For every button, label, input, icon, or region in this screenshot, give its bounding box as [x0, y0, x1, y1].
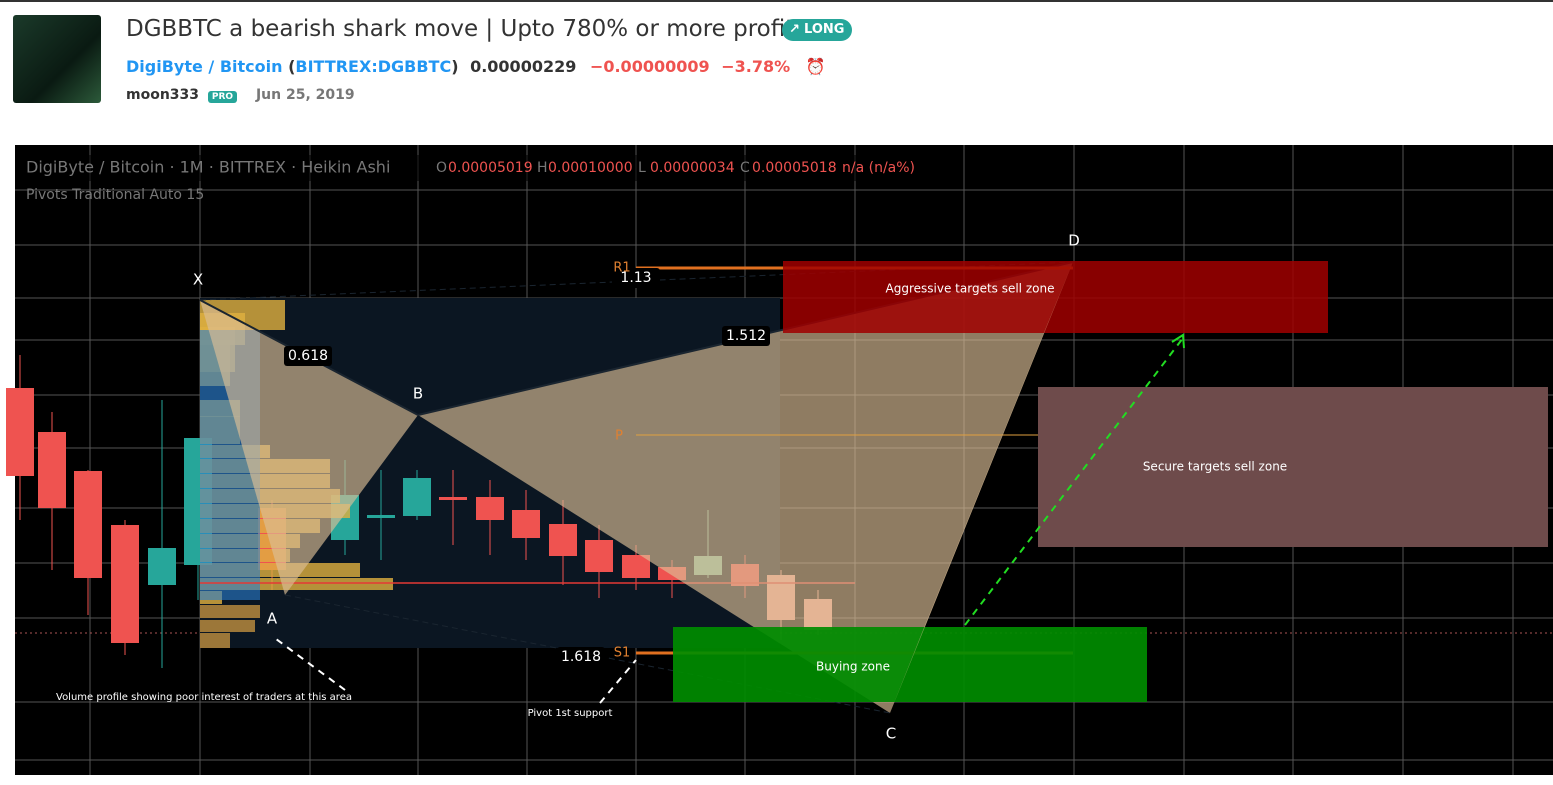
date: Jun 25, 2019 — [255, 87, 355, 103]
ratio-label: 0.618 — [288, 348, 328, 364]
price: 0.00000229 — [470, 57, 577, 76]
candle-body — [74, 471, 102, 578]
xd-line — [199, 261, 1074, 301]
zone-label: Aggressive targets sell zone — [886, 282, 1055, 296]
candle-body — [6, 388, 34, 476]
volume-bar — [200, 605, 260, 618]
ratio-box — [722, 326, 770, 346]
buying-zone — [673, 627, 1147, 702]
candle-body — [148, 548, 176, 585]
arrow-head — [1171, 333, 1185, 349]
ratio-label: 1.618 — [561, 649, 601, 665]
legend-value: 0.00005018 — [752, 160, 837, 176]
candle-body — [439, 497, 467, 500]
legend-key: C — [740, 160, 750, 176]
volume-bar — [200, 620, 255, 632]
candle-body — [111, 525, 139, 643]
secure-zone — [1038, 387, 1548, 547]
pivot-label: S1 — [614, 646, 631, 661]
ratio-label: 1.512 — [726, 328, 766, 344]
xab-triangle — [200, 300, 418, 595]
candle-body — [512, 510, 540, 538]
pattern-point: D — [1068, 232, 1080, 250]
indicator-label: Pivots Traditional Auto 15 — [26, 187, 204, 203]
pattern-point: X — [193, 271, 203, 289]
bcd-triangle — [418, 262, 1073, 713]
annotation: Volume profile showing poor interest of … — [56, 692, 352, 703]
ratio-box — [612, 268, 660, 288]
zone-label: Secure targets sell zone — [1143, 460, 1287, 474]
annotation: Pivot 1st support — [528, 708, 613, 719]
author-row: moon333 PRO Jun 25, 2019 — [126, 87, 355, 103]
legend-series: DigiByte / Bitcoin · 1M · BITTREX · Heik… — [26, 158, 390, 177]
legend-key: L — [638, 160, 646, 176]
candle-body — [476, 497, 504, 520]
aggressive-zone — [783, 261, 1328, 333]
pivot-label: P — [615, 429, 623, 444]
bcd-overlay — [890, 262, 1073, 713]
zone-label: Buying zone — [816, 660, 890, 674]
target-arrow — [964, 337, 1184, 626]
annotation-arrow — [271, 635, 346, 691]
ratio-label: 1.13 — [620, 270, 651, 286]
legend-value: 0.00010000 — [548, 160, 633, 176]
volume-bar — [200, 633, 230, 648]
legend-value: 0.00000034 — [650, 160, 735, 176]
paren: ) — [451, 57, 459, 76]
ratio-box — [284, 346, 332, 366]
idea-title: DGBBTC a bearish shark move | Upto 780% … — [126, 16, 795, 42]
pattern-point: B — [413, 385, 423, 403]
candle-body — [403, 478, 431, 516]
pattern-point: A — [267, 610, 278, 628]
pivot-label: R1 — [613, 261, 630, 276]
alert-icon[interactable]: ⏰ — [805, 57, 826, 76]
legend-value: 0.00005019 — [448, 160, 533, 176]
change: −0.00000009 — [589, 57, 710, 76]
legend-change: n/a (n/a%) — [842, 160, 915, 176]
candle-body — [367, 515, 395, 518]
long-badge: ↗ LONG — [782, 19, 853, 41]
change-pct: −3.78% — [721, 57, 791, 76]
top-border — [0, 0, 1553, 2]
candle-body — [549, 524, 577, 556]
arrow-icon: ↗ — [789, 22, 800, 37]
symbol-row: DigiByte / Bitcoin (BITTREX:DGBBTC) 0.00… — [126, 57, 826, 76]
annotation-arrow — [599, 659, 637, 704]
legend-key: O — [436, 160, 447, 176]
pattern-point: C — [886, 725, 896, 743]
candle-body — [622, 555, 650, 578]
exchange-link[interactable]: BITTREX:DGBBTC — [295, 57, 452, 76]
candle-body — [38, 432, 66, 508]
paren: ( — [288, 57, 296, 76]
candle-body — [585, 540, 613, 572]
ratio-box — [557, 647, 605, 667]
avatar[interactable] — [13, 15, 101, 103]
legend-bg — [20, 155, 925, 181]
badge-text: LONG — [804, 22, 845, 37]
pro-badge: PRO — [207, 91, 238, 103]
symbol-link[interactable]: DigiByte / Bitcoin — [126, 57, 283, 76]
author[interactable]: moon333 — [126, 87, 200, 103]
legend-key: H — [537, 160, 548, 176]
labels: DigiByte / Bitcoin · 1M · BITTREX · Heik… — [20, 155, 1287, 743]
